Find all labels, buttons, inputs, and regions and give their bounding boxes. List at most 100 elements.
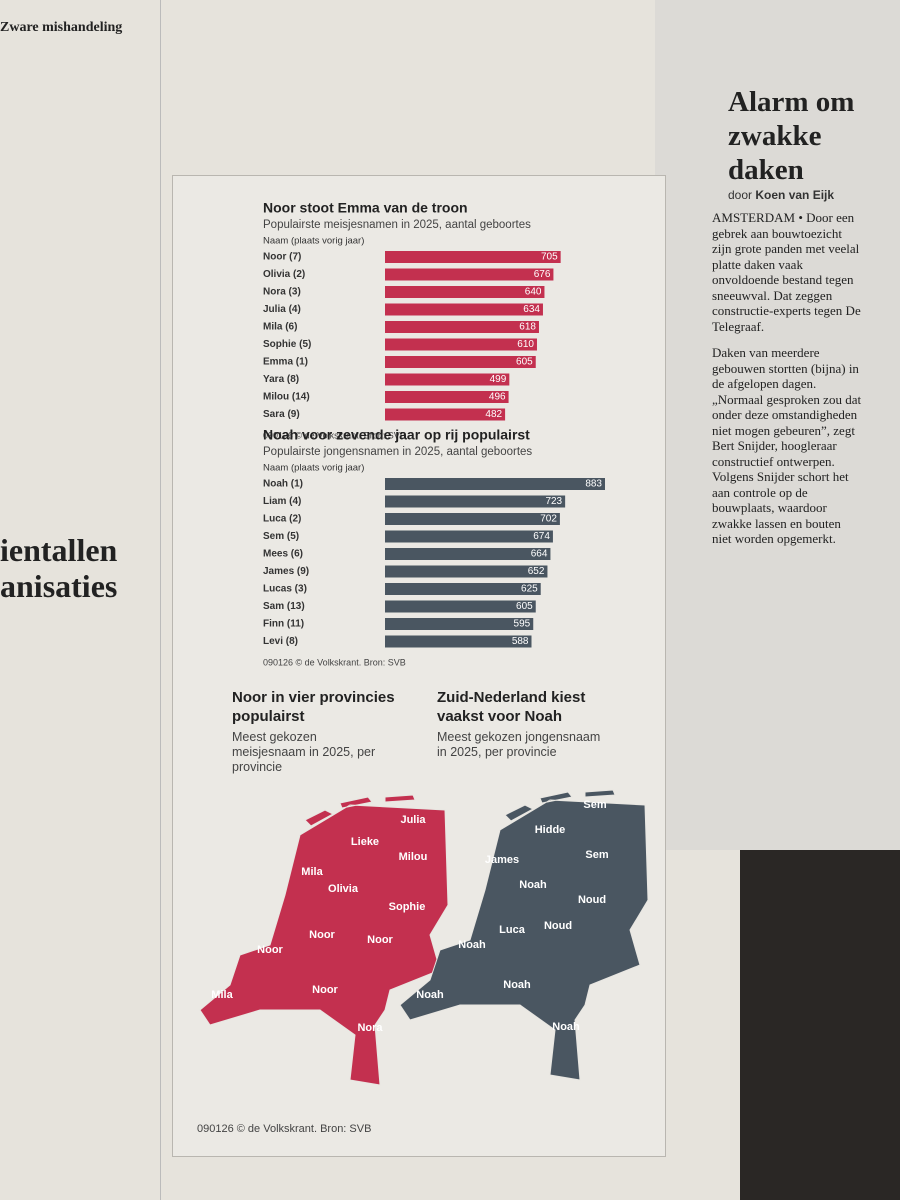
chart-subtitle: Populairste jongensnamen in 2025, aantal… xyxy=(263,446,532,458)
province-label: Julia xyxy=(400,814,426,826)
bar xyxy=(385,268,554,281)
category-label: Olivia (2) xyxy=(263,269,305,280)
bar xyxy=(385,583,541,595)
category-label: Noah (1) xyxy=(263,479,303,490)
province-label: Noor xyxy=(312,984,338,996)
province-label: Nora xyxy=(357,1022,383,1034)
map-subtitle: Meest gekozen meisjesnaam in 2025, per p… xyxy=(232,730,376,774)
bar xyxy=(385,408,506,421)
value-label: 705 xyxy=(541,252,558,263)
province-label: Luca xyxy=(499,924,526,936)
province-label: Noor xyxy=(367,934,393,946)
province-label: Mila xyxy=(301,866,323,878)
province-label: Sem xyxy=(585,849,608,861)
province-label: Noor xyxy=(257,944,283,956)
headline-line: anisaties xyxy=(0,568,118,604)
value-label: 625 xyxy=(521,584,538,595)
value-label: 723 xyxy=(545,496,562,507)
province-label: Noah xyxy=(519,879,547,891)
value-label: 595 xyxy=(514,619,531,630)
category-label: Sophie (5) xyxy=(263,339,311,350)
province-label: Noah xyxy=(552,1021,580,1033)
source: 090126 © de Volkskrant. Bron: SVB xyxy=(263,430,406,440)
second-newspaper xyxy=(655,0,900,850)
value-label: 605 xyxy=(516,357,533,368)
province-label: Noah xyxy=(503,979,531,991)
province-label: Sophie xyxy=(389,901,426,913)
province-label: Noud xyxy=(544,920,572,932)
bar xyxy=(385,530,553,543)
bar xyxy=(385,391,509,403)
value-label: 652 xyxy=(528,566,545,577)
value-label: 664 xyxy=(531,549,548,560)
province-label: Noah xyxy=(458,939,486,951)
column-header: Naam (plaats vorig jaar) xyxy=(263,463,364,474)
author: Koen van Eijk xyxy=(755,188,835,202)
category-label: Noor (7) xyxy=(263,252,301,263)
province-label: Hidde xyxy=(535,824,566,836)
bar xyxy=(385,251,561,263)
value-label: 618 xyxy=(519,322,536,333)
bar xyxy=(385,635,532,648)
province-label: Sem xyxy=(583,799,606,811)
value-label: 640 xyxy=(525,287,542,298)
value-label: 610 xyxy=(517,339,534,350)
province-label: Noud xyxy=(578,894,606,906)
bar xyxy=(385,600,536,613)
value-label: 674 xyxy=(533,531,550,542)
category-label: Levi (8) xyxy=(263,636,298,647)
category-label: Lucas (3) xyxy=(263,584,307,595)
right-headline: Alarm om zwakke daken xyxy=(728,86,855,186)
headline-line: ientallen xyxy=(0,532,118,568)
province-label: Olivia xyxy=(328,883,359,895)
map-title: Zuid-Nederland kiest vaakst voor Noah xyxy=(437,689,586,725)
value-label: 634 xyxy=(523,304,540,315)
bar xyxy=(385,356,536,368)
column-header: Naam (plaats vorig jaar) xyxy=(263,236,364,247)
category-label: Finn (11) xyxy=(263,619,304,630)
category-label: Nora (3) xyxy=(263,287,301,298)
category-label: Liam (4) xyxy=(263,496,301,507)
category-label: Emma (1) xyxy=(263,357,308,368)
category-label: Sem (5) xyxy=(263,531,299,542)
category-label: Mila (6) xyxy=(263,322,297,333)
value-label: 605 xyxy=(516,601,533,612)
map-title: Noor in vier provincies populairst xyxy=(232,689,395,725)
value-label: 499 xyxy=(490,374,507,385)
bar xyxy=(385,548,551,560)
lead-text: AMSTERDAM • Door een gebrek aan bouwtoez… xyxy=(712,210,861,334)
chart-title: Noah voor zevende jaar op rij populairst xyxy=(263,427,530,443)
category-label: Yara (8) xyxy=(263,374,299,385)
category-label: Milou (14) xyxy=(263,392,310,403)
byline-prefix: door xyxy=(728,188,753,202)
source: 090126 © de Volkskrant. Bron: SVB xyxy=(197,1123,372,1135)
bar xyxy=(385,286,545,298)
category-label: Sara (9) xyxy=(263,409,300,420)
province-label: Mila xyxy=(211,989,233,1001)
category-label: Sam (13) xyxy=(263,601,305,612)
bar xyxy=(385,513,560,525)
category-label: Luca (2) xyxy=(263,514,301,525)
category-label: James (9) xyxy=(263,566,309,577)
bar xyxy=(385,321,539,333)
province-label: Lieke xyxy=(351,836,379,848)
province-label: Noah xyxy=(416,989,444,1001)
province-label: James xyxy=(485,854,519,866)
value-label: 702 xyxy=(540,514,557,525)
province-label: Milou xyxy=(399,851,428,863)
bar xyxy=(385,303,543,316)
left-headline: ientallen anisaties xyxy=(0,532,117,604)
body-text: Daken van meerdere gebouwen stortten (bi… xyxy=(712,345,862,546)
bar xyxy=(385,338,537,351)
province-label: Noor xyxy=(309,929,335,941)
value-label: 883 xyxy=(585,479,602,490)
bar xyxy=(385,373,510,386)
source: 090126 © de Volkskrant. Bron: SVB xyxy=(263,657,406,667)
bar xyxy=(385,495,566,508)
value-label: 482 xyxy=(485,409,502,420)
map-subtitle: Meest gekozen jongensnaam in 2025, per p… xyxy=(437,730,601,759)
bar xyxy=(385,478,605,490)
bar xyxy=(385,618,534,630)
